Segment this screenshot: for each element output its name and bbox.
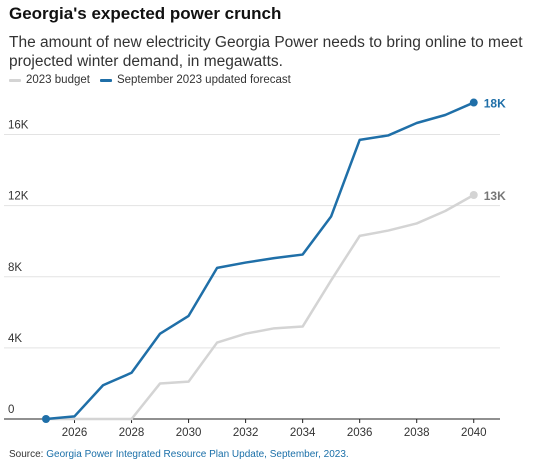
chart-subtitle: The amount of new electricity Georgia Po… bbox=[9, 34, 523, 70]
end-label-0: 13K bbox=[484, 189, 506, 203]
y-tick-label: 8K bbox=[8, 262, 22, 274]
end-point-0 bbox=[469, 191, 478, 199]
y-tick-label: 0 bbox=[8, 404, 14, 416]
legend-swatch-forecast bbox=[99, 78, 112, 82]
end-point-1 bbox=[469, 98, 478, 107]
x-tick-label: 2036 bbox=[347, 427, 373, 439]
x-tick-label: 2038 bbox=[404, 427, 430, 439]
y-tick-label: 4K bbox=[8, 333, 22, 345]
legend-label-forecast: September 2023 updated forecast bbox=[116, 74, 291, 86]
series-line-0 bbox=[44, 193, 475, 421]
chart-title: Georgia's expected power crunch bbox=[9, 4, 282, 23]
start-point bbox=[42, 415, 50, 423]
y-tick-label: 12K bbox=[8, 191, 29, 203]
x-tick-label: 2026 bbox=[62, 427, 88, 439]
y-tick-label: 16K bbox=[8, 120, 29, 132]
x-tick-label: 2028 bbox=[119, 427, 145, 439]
legend-item-budget: 2023 budget bbox=[9, 74, 90, 86]
x-tick-label: 2030 bbox=[176, 427, 202, 439]
x-tick-label: 2040 bbox=[461, 427, 487, 439]
legend-item-forecast: September 2023 updated forecast bbox=[99, 74, 291, 86]
series-line-1 bbox=[44, 101, 475, 421]
source-note: Source: Georgia Power Integrated Resourc… bbox=[9, 449, 349, 460]
end-label-1: 18K bbox=[484, 97, 506, 111]
legend-swatch-budget bbox=[9, 78, 21, 82]
source-link[interactable]: Georgia Power Integrated Resource Plan U… bbox=[46, 449, 349, 460]
legend: 2023 budget September 2023 updated forec… bbox=[9, 74, 301, 86]
x-tick-label: 2034 bbox=[290, 427, 316, 439]
legend-label-budget: 2023 budget bbox=[26, 74, 90, 86]
source-label: Source: bbox=[9, 449, 44, 460]
x-tick-label: 2032 bbox=[233, 427, 259, 439]
